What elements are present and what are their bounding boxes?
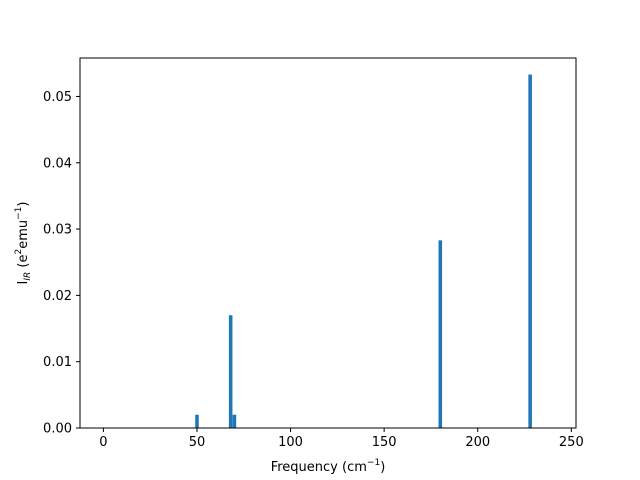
x-tick-label-2: 100 [278,435,303,450]
y-axis-label-sup1: 2 [14,249,24,255]
x-tick-label-1: 50 [189,435,206,450]
y-tick-label-5: 0.05 [43,90,72,105]
y-axis-label-sup2: −1 [14,207,24,220]
y-tick-label-3: 0.03 [43,223,72,238]
y-axis-label-main: I [16,281,31,285]
y-axis-label: IIR (e2emu−1) [14,202,33,285]
bar-2 [232,414,237,428]
y-axis-label-tail: ) [16,202,31,207]
y-axis-label-mid2: emu [16,220,31,249]
bar-3 [438,240,443,428]
bars-group [195,74,532,429]
bar-1 [228,315,233,428]
y-tick-label-2: 0.02 [43,289,72,304]
bar-0 [195,414,199,428]
y-tick-label-1: 0.01 [43,355,72,370]
x-tick-label-0: 0 [99,435,107,450]
y-ticks-group: 0.00 0.01 0.02 0.03 0.04 0.05 [43,90,80,437]
x-tick-label-5: 250 [559,435,584,450]
x-ticks-group: 0 50 100 150 200 250 [99,428,584,450]
x-axis-label-tail: ) [380,460,385,475]
x-tick-label-4: 200 [465,435,490,450]
y-axis-label-mid: (e [16,255,31,272]
bar-4 [528,74,532,429]
x-axis-label-main: Frequency (cm [271,460,367,475]
y-axis-label-sub: IR [23,272,33,281]
y-tick-label-4: 0.04 [43,156,72,171]
x-axis-label: Frequency (cm−1) [271,458,386,475]
y-tick-label-0: 0.00 [43,422,72,437]
x-axis-label-sup: −1 [367,458,380,468]
x-tick-label-3: 150 [372,435,397,450]
plot-frame [79,57,577,429]
